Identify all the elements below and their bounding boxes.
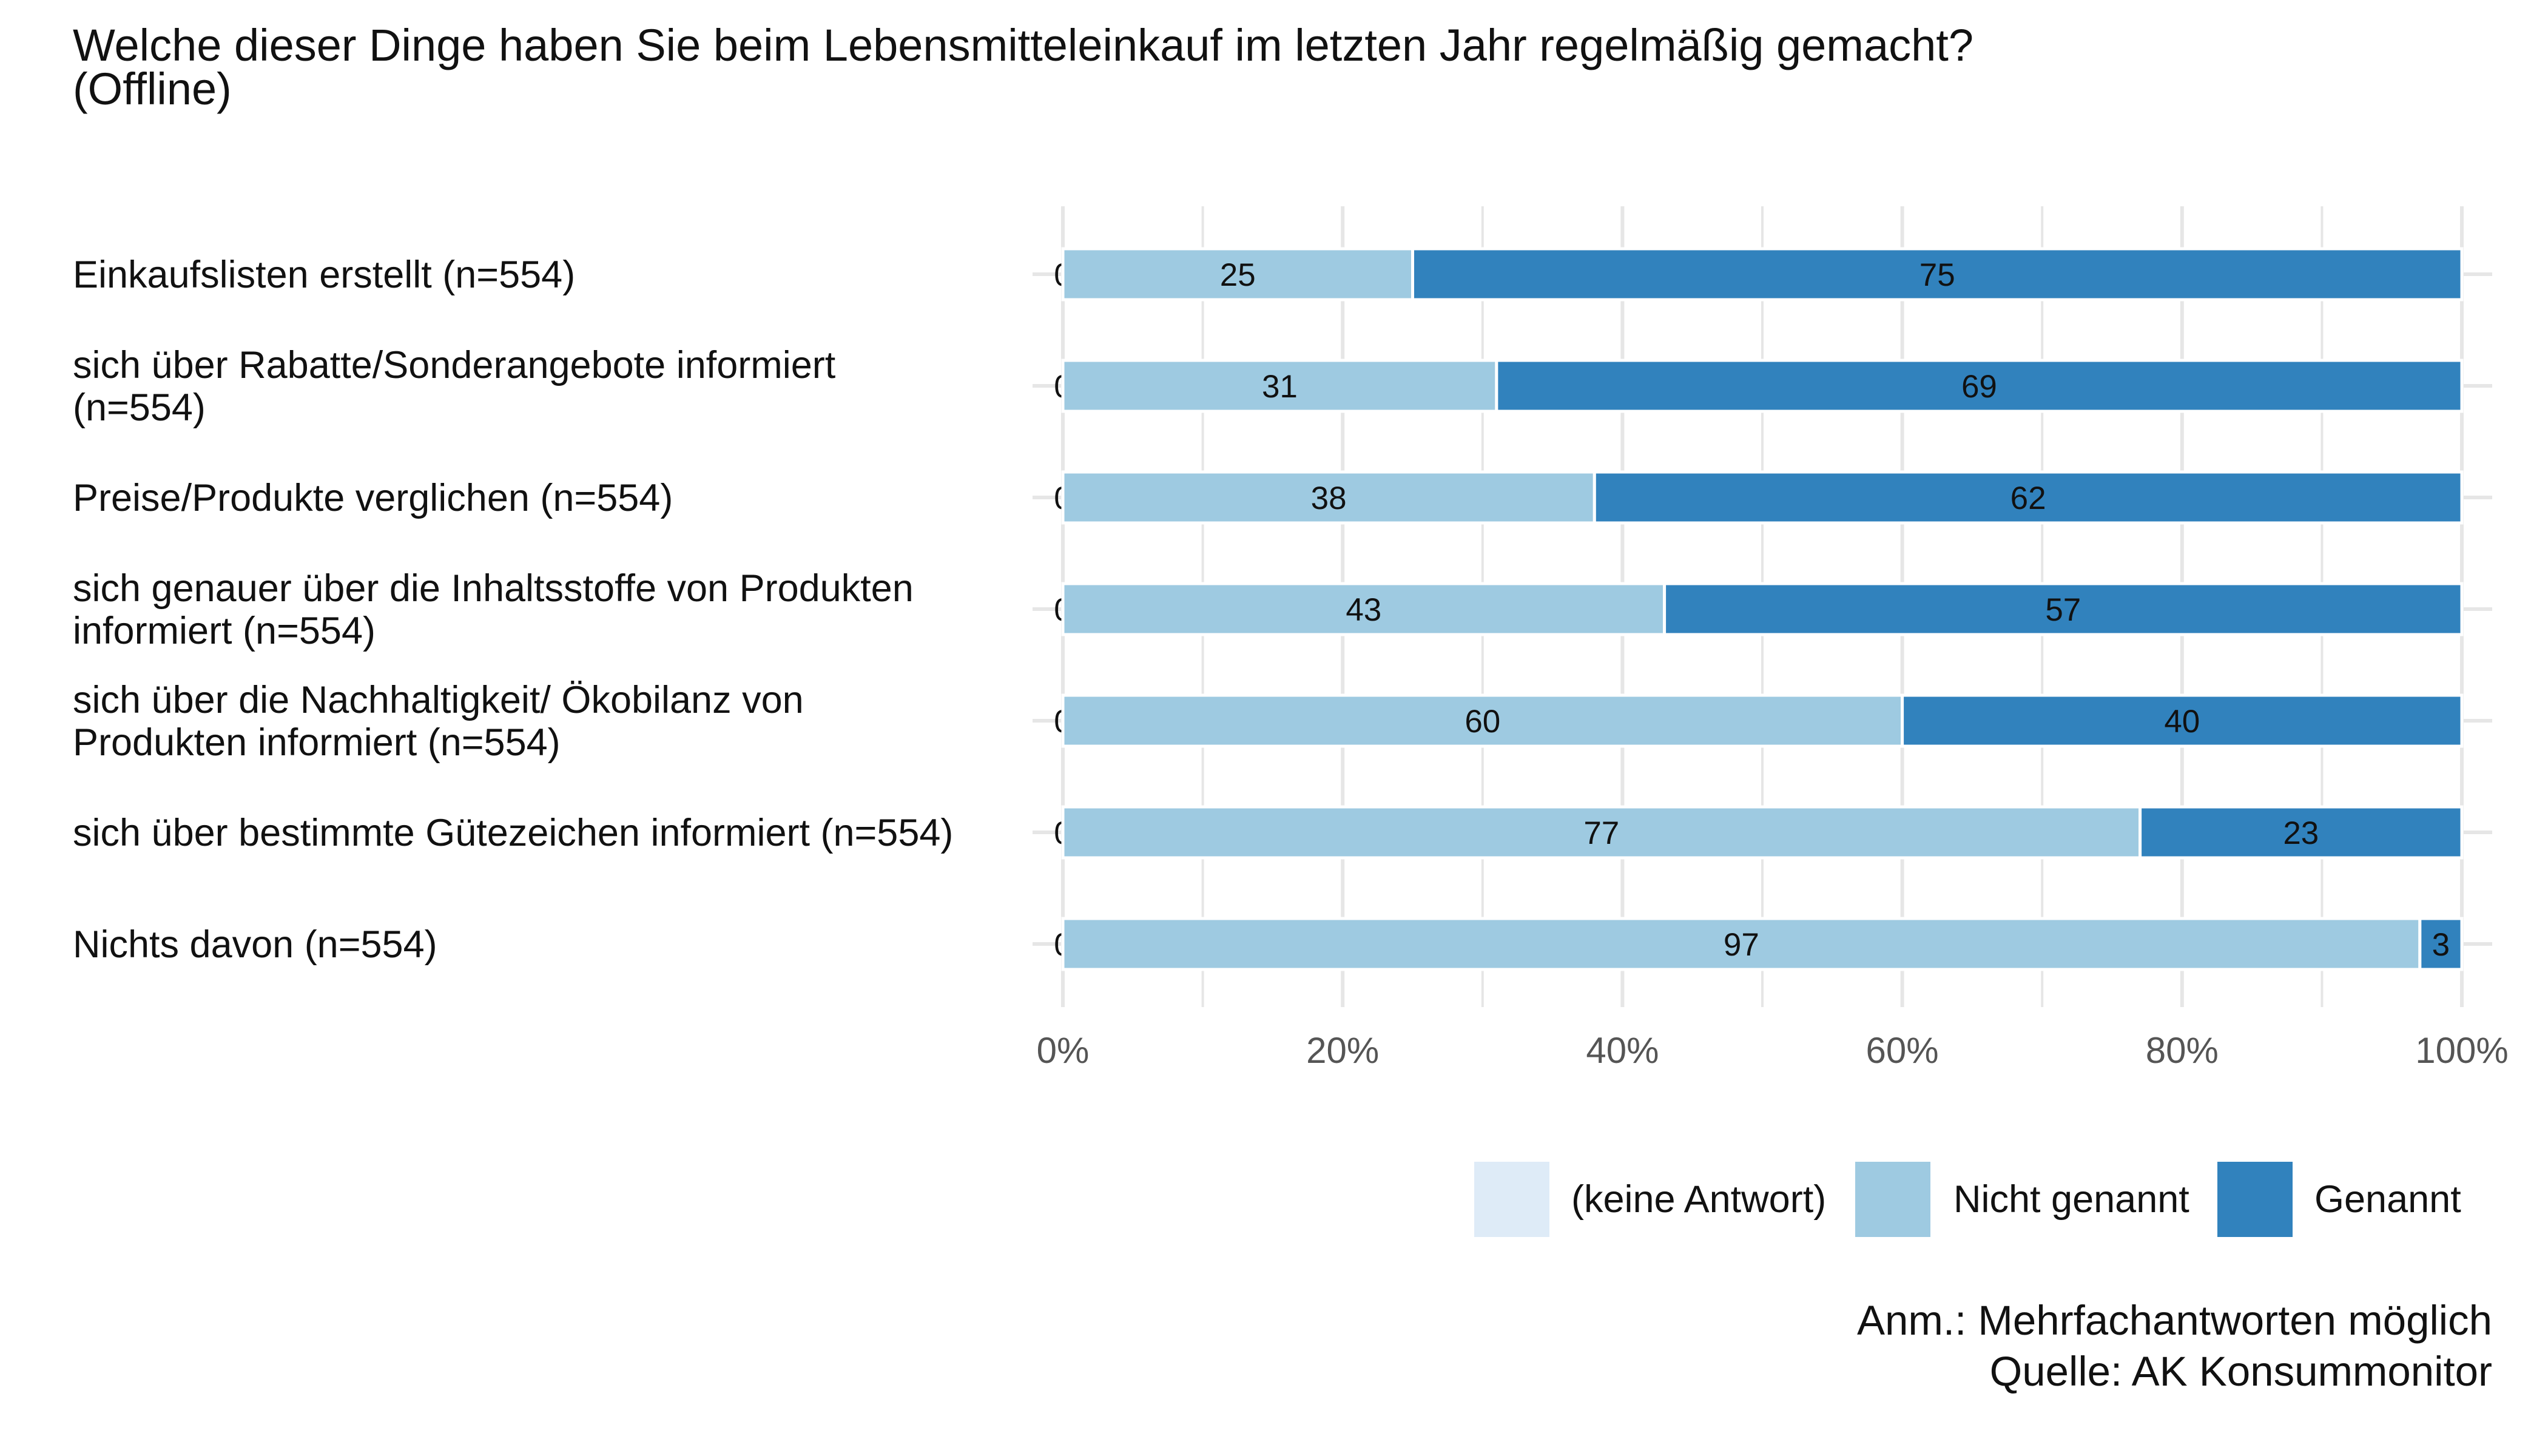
legend-label: Nicht genannt bbox=[1953, 1178, 2189, 1221]
bar-segment bbox=[1061, 359, 1498, 413]
x-tick-label: 100% bbox=[2415, 1030, 2508, 1071]
category-label: (n=554) bbox=[73, 386, 206, 429]
category-label: informiert (n=554) bbox=[73, 610, 376, 652]
category-label: Nichts davon (n=554) bbox=[73, 923, 437, 966]
data-label: 97 bbox=[1724, 927, 1759, 963]
data-label: 23 bbox=[2283, 815, 2319, 851]
category-label: Einkaufslisten erstellt (n=554) bbox=[73, 254, 575, 296]
bars: 0257503169038620435706040077230973 bbox=[1054, 247, 2464, 971]
data-label: 69 bbox=[1961, 369, 1997, 405]
category-labels: Einkaufslisten erstellt (n=554) sich über… bbox=[73, 254, 953, 966]
data-label: 60 bbox=[1464, 704, 1500, 740]
chart-title-line: (Offline) bbox=[73, 64, 232, 114]
category-label: sich über die Nachhaltigkeit/ Ökobilanz … bbox=[73, 679, 804, 721]
legend-key bbox=[1855, 1162, 1930, 1237]
data-label: 25 bbox=[1220, 257, 1256, 293]
data-label: 31 bbox=[1262, 369, 1298, 405]
x-tick-label: 0% bbox=[1037, 1030, 1090, 1071]
data-label: 3 bbox=[2432, 927, 2450, 963]
data-label: 75 bbox=[1919, 257, 1955, 293]
x-tick-label: 20% bbox=[1306, 1030, 1379, 1071]
chart-title: Welche dieser Dinge haben Sie beim Leben… bbox=[73, 20, 1973, 114]
x-tick-label: 40% bbox=[1586, 1030, 1659, 1071]
x-tick-label: 80% bbox=[2146, 1030, 2219, 1071]
caption-line: Quelle: AK Konsummonitor bbox=[1990, 1348, 2492, 1395]
bar-segment bbox=[2418, 917, 2464, 971]
data-label: 57 bbox=[2045, 592, 2081, 628]
bar-segment bbox=[1061, 805, 2142, 860]
legend: (keine Antwort) Nicht genannt Genannt bbox=[1474, 1162, 2461, 1237]
category-label: Preise/Produkte verglichen (n=554) bbox=[73, 477, 673, 519]
caption-line: Anm.: Mehrfachantworten möglich bbox=[1857, 1297, 2492, 1344]
bar-segment bbox=[1061, 693, 1904, 748]
bar-segment bbox=[2138, 805, 2464, 860]
data-label: 77 bbox=[1583, 815, 1619, 851]
bar-segment bbox=[1061, 582, 1667, 636]
bar-segment bbox=[1901, 693, 2464, 748]
data-label: 62 bbox=[2010, 480, 2046, 516]
legend-key bbox=[1474, 1162, 1549, 1237]
chart-title-line: Welche dieser Dinge haben Sie beim Leben… bbox=[73, 20, 1973, 70]
legend-label: (keine Antwort) bbox=[1571, 1178, 1826, 1221]
data-label: 40 bbox=[2164, 704, 2200, 740]
x-tick-label: 60% bbox=[1866, 1030, 1939, 1071]
bar-segment bbox=[1411, 247, 2464, 302]
bar-segment bbox=[1592, 470, 2464, 525]
legend-label: Genannt bbox=[2314, 1178, 2461, 1221]
bar-segment bbox=[1495, 359, 2464, 413]
x-axis-ticks: 0% 20% 40% 60% 80% 100% bbox=[1037, 1030, 2509, 1071]
bar-segment bbox=[1663, 582, 2464, 636]
category-label: Produkten informiert (n=554) bbox=[73, 721, 561, 764]
category-label: sich genauer über die Inhaltsstoffe von … bbox=[73, 567, 914, 610]
category-label: sich über Rabatte/Sonderangebote informi… bbox=[73, 344, 836, 386]
legend-key bbox=[2217, 1162, 2293, 1237]
data-label: 38 bbox=[1311, 480, 1347, 516]
bar-segment bbox=[1061, 917, 2422, 971]
category-label: sich über bestimmte Gütezeichen informie… bbox=[73, 812, 953, 854]
data-label: 43 bbox=[1346, 592, 1381, 628]
